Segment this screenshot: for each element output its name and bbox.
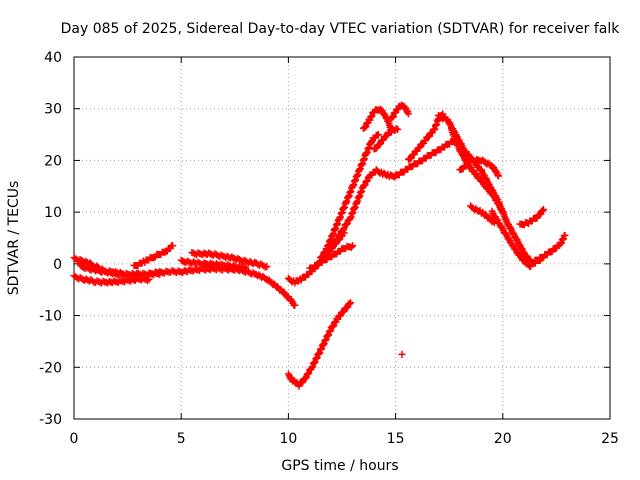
data-point [490, 218, 498, 226]
x-tick-label: 5 [177, 431, 186, 447]
data-point [169, 242, 177, 250]
data-point [376, 140, 384, 148]
data-point [119, 270, 127, 278]
data-point [398, 350, 406, 358]
data-point [339, 308, 347, 316]
data-point [495, 172, 503, 180]
data-point [347, 299, 355, 307]
data-point [404, 110, 412, 118]
data-point [347, 243, 355, 251]
plot-frame [73, 56, 611, 420]
y-tick-label: 10 [44, 205, 62, 221]
data-point [489, 217, 497, 225]
data-point [540, 206, 548, 214]
x-tick-label: 25 [601, 431, 619, 447]
axis-ticks: 0 5 10 15 20 25 -30 -20 -10 0 10 20 30 40 [39, 50, 619, 447]
x-axis-label: GPS time / hours [281, 458, 398, 474]
data-point [291, 301, 299, 309]
data-point [394, 125, 402, 133]
data-point [527, 262, 535, 270]
data-point [374, 131, 382, 139]
data-point [240, 263, 248, 271]
y-tick-label: 30 [44, 102, 62, 118]
y-axis-label: SDTVAR / TECUs [6, 181, 22, 296]
y-tick-label: -20 [39, 360, 62, 376]
x-tick-label: 15 [387, 431, 405, 447]
x-tick-label: 0 [70, 431, 79, 447]
y-tick-label: -10 [39, 309, 62, 325]
y-tick-label: -30 [39, 412, 62, 428]
data-point [242, 264, 250, 272]
chart-title: Day 085 of 2025, Sidereal Day-to-day VTE… [61, 21, 621, 37]
data-point [346, 300, 354, 308]
y-tick-label: 40 [44, 50, 62, 66]
data-point [144, 276, 152, 284]
data-point [539, 207, 547, 215]
data-point [145, 275, 153, 283]
data-point [494, 171, 502, 179]
x-tick-label: 20 [494, 431, 512, 447]
y-tick-label: 0 [53, 257, 62, 273]
data-point [349, 242, 357, 250]
y-tick-label: 20 [44, 153, 62, 169]
data-point [561, 231, 569, 239]
x-tick-label: 10 [279, 431, 297, 447]
data-points [70, 101, 569, 390]
data-point [263, 262, 271, 270]
